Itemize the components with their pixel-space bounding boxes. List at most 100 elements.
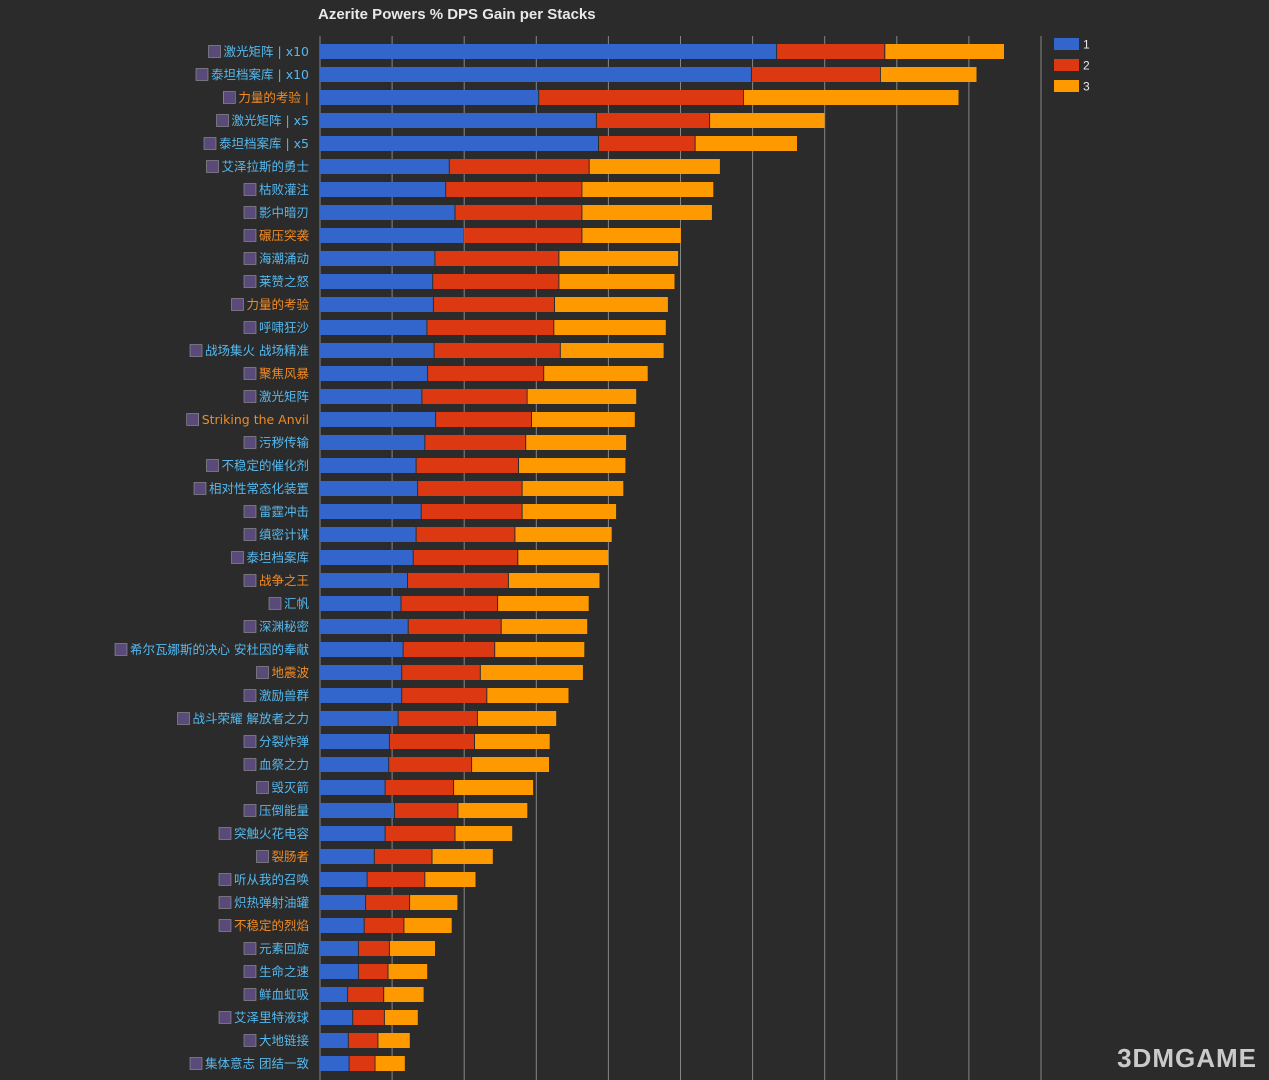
legend-label: 3 bbox=[1083, 80, 1090, 94]
item-icon bbox=[218, 827, 232, 840]
category-label: 集体意志 团结一致 bbox=[205, 1056, 309, 1071]
bar-segment-series-1 bbox=[320, 527, 416, 542]
bar-segment-series-2 bbox=[751, 67, 880, 82]
item-icon bbox=[189, 1057, 203, 1070]
bar-segment-series-3 bbox=[487, 688, 569, 703]
bar-segment-series-2 bbox=[434, 343, 560, 358]
bar-segment-series-2 bbox=[421, 504, 522, 519]
item-icon bbox=[243, 505, 257, 518]
bar-segment-series-1 bbox=[320, 205, 455, 220]
item-icon bbox=[243, 229, 257, 242]
bar-segment-series-2 bbox=[449, 159, 589, 174]
bar-segment-series-2 bbox=[348, 1033, 378, 1048]
bar-segment-series-1 bbox=[320, 366, 428, 381]
bar-segment-series-2 bbox=[408, 619, 501, 634]
bar-segment-series-3 bbox=[475, 734, 550, 749]
bar-segment-series-3 bbox=[501, 619, 588, 634]
bar-segment-series-2 bbox=[401, 596, 498, 611]
bar-segment-series-3 bbox=[508, 573, 600, 588]
bar-segment-series-2 bbox=[425, 435, 526, 450]
category-label: 泰坦档案库 bbox=[246, 550, 309, 565]
category-label: 激光矩阵 bbox=[259, 389, 310, 404]
bar-segment-series-2 bbox=[402, 688, 487, 703]
item-icon bbox=[243, 252, 257, 265]
item-icon bbox=[243, 275, 257, 288]
item-icon bbox=[243, 965, 257, 978]
item-icon bbox=[206, 160, 219, 173]
bar-segment-series-2 bbox=[416, 527, 515, 542]
item-icon bbox=[256, 850, 269, 863]
bar-segment-series-1 bbox=[320, 251, 435, 266]
bar-segment-series-3 bbox=[522, 504, 617, 519]
bar-segment-series-1 bbox=[320, 711, 398, 726]
bar-segment-series-3 bbox=[559, 251, 679, 266]
category-label: 炽热弹射油罐 bbox=[234, 895, 310, 910]
bar-segment-series-3 bbox=[526, 435, 627, 450]
item-icon bbox=[243, 206, 257, 219]
bar-segment-series-1 bbox=[320, 987, 348, 1002]
category-label: 不稳定的烈焰 bbox=[234, 918, 309, 933]
bar-segment-series-2 bbox=[433, 274, 559, 289]
bar-segment-series-2 bbox=[408, 573, 508, 588]
bar-segment-series-2 bbox=[418, 481, 522, 496]
category-label: 力量的考验 | bbox=[238, 90, 309, 105]
category-label: 激励兽群 bbox=[259, 688, 310, 703]
bar-segment-series-1 bbox=[320, 918, 364, 933]
bar-segment-series-1 bbox=[320, 573, 407, 588]
legend-swatch bbox=[1054, 38, 1079, 50]
bar-segment-series-3 bbox=[375, 1056, 405, 1071]
bar-segment-series-3 bbox=[458, 803, 528, 818]
category-label: 不稳定的催化剂 bbox=[221, 458, 309, 473]
bar-segment-series-2 bbox=[395, 803, 458, 818]
legend-label: 1 bbox=[1083, 38, 1090, 52]
item-icon bbox=[243, 942, 257, 955]
item-icon bbox=[114, 643, 128, 656]
bar-segment-series-1 bbox=[320, 113, 596, 128]
bar-segment-series-1 bbox=[320, 1033, 348, 1048]
bar-segment-series-3 bbox=[885, 44, 1004, 59]
item-icon bbox=[256, 666, 269, 679]
bar-segment-series-3 bbox=[498, 596, 589, 611]
bar-segment-series-1 bbox=[320, 642, 403, 657]
bar-segment-series-3 bbox=[454, 780, 534, 795]
category-label: 分裂炸弹 bbox=[259, 734, 309, 749]
item-icon bbox=[243, 689, 257, 702]
category-label: 力量的考验 bbox=[246, 297, 309, 312]
item-icon bbox=[243, 988, 257, 1001]
bar-segment-series-1 bbox=[320, 964, 358, 979]
item-icon bbox=[243, 390, 257, 403]
bar-segment-series-2 bbox=[455, 205, 582, 220]
category-label: 突触火花电容 bbox=[234, 826, 309, 841]
bar-segment-series-3 bbox=[522, 481, 624, 496]
bar-segment-series-3 bbox=[495, 642, 585, 657]
category-label: 碾压突袭 bbox=[259, 228, 310, 243]
bar-segment-series-1 bbox=[320, 67, 751, 82]
item-icon bbox=[223, 91, 236, 104]
bar-segment-series-2 bbox=[446, 182, 582, 197]
bar-segment-series-2 bbox=[364, 918, 404, 933]
watermark-logo: 3DMGAME bbox=[1117, 1043, 1257, 1073]
bar-segment-series-3 bbox=[480, 665, 583, 680]
bar-segment-series-1 bbox=[320, 297, 433, 312]
bar-segment-series-3 bbox=[527, 389, 637, 404]
category-label: 缜密计谋 bbox=[259, 527, 310, 542]
bar-segment-series-1 bbox=[320, 320, 427, 335]
bar-segment-series-3 bbox=[519, 458, 626, 473]
bar-segment-series-2 bbox=[464, 228, 582, 243]
item-icon bbox=[218, 896, 232, 909]
item-icon bbox=[218, 1011, 232, 1024]
bar-segment-series-1 bbox=[320, 389, 422, 404]
item-icon bbox=[243, 620, 257, 633]
bar-segment-series-1 bbox=[320, 136, 598, 151]
category-label: 生命之速 bbox=[259, 964, 310, 979]
category-label: 雷霆冲击 bbox=[259, 504, 309, 519]
bar-segment-series-2 bbox=[596, 113, 710, 128]
item-icon bbox=[177, 712, 190, 725]
category-label: 地震波 bbox=[271, 665, 309, 680]
category-label: 聚焦风暴 bbox=[259, 366, 310, 381]
item-icon bbox=[256, 781, 269, 794]
bar-segment-series-3 bbox=[555, 297, 668, 312]
bar-segment-series-2 bbox=[389, 757, 472, 772]
bar-segment-series-2 bbox=[353, 1010, 384, 1025]
